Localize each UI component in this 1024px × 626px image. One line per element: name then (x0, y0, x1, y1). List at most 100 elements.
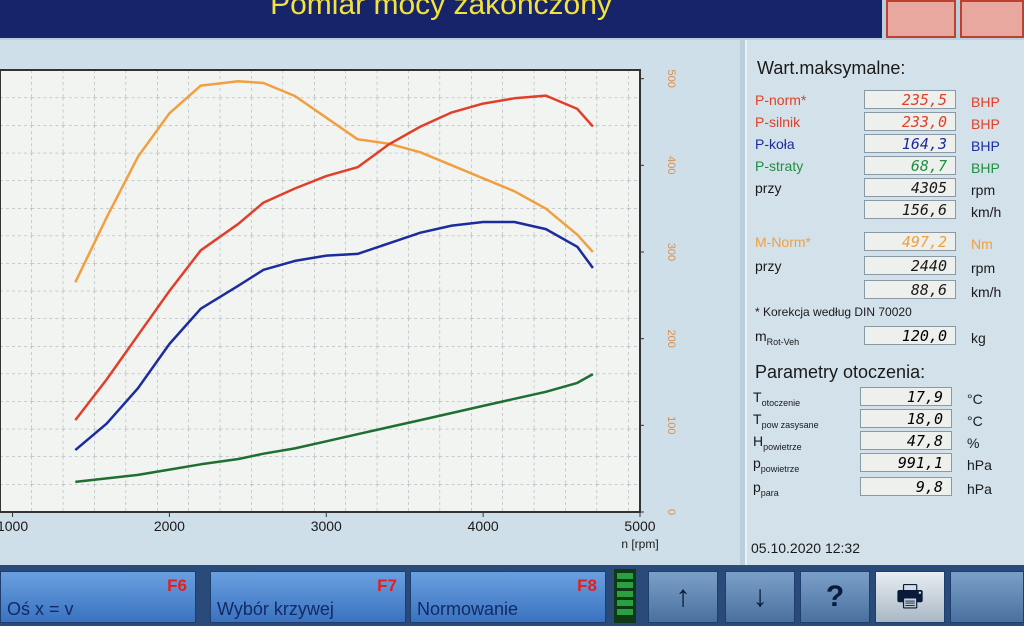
y2-tick-label: 400 (665, 156, 677, 174)
row-unit: rpm (971, 260, 996, 276)
mode-icon-button[interactable] (960, 0, 1024, 38)
row-value: 164,3 (864, 134, 956, 153)
env-symbol: p (753, 479, 761, 495)
env-label: Totoczenie (753, 389, 800, 408)
curve (74, 220, 594, 452)
env-subscript: para (760, 487, 779, 498)
row-label: P-norm* (755, 92, 807, 108)
car-icon-button[interactable] (886, 0, 956, 38)
env-subscript: powietrze (763, 441, 802, 452)
row-value: 235,5 (864, 90, 956, 109)
row-value: 156,6 (864, 200, 956, 219)
env-value: 47,8 (860, 431, 952, 450)
row-unit: BHP (971, 94, 1000, 110)
env-subscript: pow zasysane (761, 419, 819, 430)
row-value: 233,0 (864, 112, 956, 131)
row-label: przy (755, 258, 782, 274)
env-value: 991,1 (860, 453, 952, 472)
env-unit: hPa (967, 481, 992, 497)
row-unit: km/h (971, 284, 1002, 300)
row-unit: rpm (971, 182, 996, 198)
x-tick-label: 2000 (154, 518, 185, 534)
x-tick-label: 1000 (0, 518, 28, 534)
env-unit: % (967, 435, 980, 451)
env-subscript: powietrze (760, 463, 800, 474)
row-label: M-Norm* (755, 234, 811, 250)
mass-label: mRot-Veh (755, 328, 799, 347)
function-button[interactable]: Oś x = v F6 (0, 571, 196, 623)
row-unit: BHP (971, 116, 1000, 132)
exit-button[interactable] (950, 571, 1024, 623)
y2-tick-label: 500 (665, 69, 677, 87)
row-label: przy (755, 180, 782, 196)
button-label: Wybór krzywej (217, 599, 334, 619)
env-label: Tpow zasysane (753, 411, 819, 430)
mass-unit: kg (971, 330, 986, 346)
toolbar: ↑ ↓ ? 🖶 Oś x = v F6 Wybór krzywej F7 Normowa… (0, 565, 1024, 626)
function-button[interactable]: Wybór krzywej F7 (210, 571, 406, 623)
row-label: P-silnik (755, 114, 801, 130)
button-key: F6 (167, 576, 187, 595)
row-value: 2440 (864, 256, 956, 275)
row-unit: Nm (971, 236, 993, 252)
env-title: Parametry otoczenia: (755, 362, 926, 382)
arrow-up-button[interactable]: ↑ (648, 571, 718, 623)
function-button[interactable]: Normowanie F8 (410, 571, 606, 623)
env-value: 9,8 (860, 477, 952, 496)
plot-frame (0, 69, 641, 513)
y2-tick-label: 100 (665, 416, 677, 434)
note: * Korekcja według DIN 70020 (755, 305, 912, 319)
datetime: 05.10.2020 12:32 (751, 540, 860, 556)
help-button[interactable]: ? (800, 571, 870, 623)
chart-area: n [rpm] 1000 2000 3000 4000 5000 0 100 200 300 40… (0, 40, 740, 565)
y2-tick-label: 300 (665, 243, 677, 261)
curve (75, 373, 594, 484)
arrow-down-button[interactable]: ↓ (725, 571, 795, 623)
curve (74, 94, 594, 421)
x-tick-label: 5000 (624, 518, 655, 534)
row-unit: km/h (971, 204, 1002, 220)
row-value: 4305 (864, 178, 956, 197)
env-label: ppowietrze (753, 455, 799, 474)
mass-symbol: m (755, 328, 767, 344)
x-tick-label: 4000 (468, 518, 499, 534)
env-symbol: p (753, 455, 761, 471)
title-bar: Pomiar mocy zakończony (0, 0, 882, 38)
row-unit: BHP (971, 160, 1000, 176)
button-key: F8 (577, 576, 597, 595)
panel-title: Wart.maksymalne: (757, 58, 906, 78)
row-unit: BHP (971, 138, 1000, 154)
env-value: 17,9 (860, 387, 952, 406)
row-label: P-straty (755, 158, 804, 174)
env-symbol: T (753, 411, 762, 427)
y2-tick-label: 0 (665, 509, 677, 515)
env-symbol: H (753, 433, 764, 449)
button-label: Normowanie (417, 599, 519, 619)
env-symbol: T (753, 389, 762, 405)
button-key: F7 (377, 576, 397, 595)
chart: n [rpm] 1000 2000 3000 4000 5000 0 100 200 300 40… (0, 69, 677, 551)
mass-subscript: Rot-Veh (766, 336, 800, 347)
y2-tick-label: 200 (665, 329, 677, 347)
env-unit: hPa (967, 457, 992, 473)
x-tick-label: 3000 (311, 518, 342, 534)
x-axis-label: n [rpm] (621, 537, 658, 551)
env-label: ppara (753, 479, 779, 498)
env-subscript: otoczenie (761, 397, 801, 408)
button-label: Oś x = v (7, 599, 74, 619)
values-panel: Wart.maksymalne: * Korekcja według DIN 7… (745, 40, 1024, 565)
row-value: 497,2 (864, 232, 956, 251)
mass-value: 120,0 (864, 326, 956, 345)
row-value: 68,7 (864, 156, 956, 175)
title: Pomiar mocy zakończony (270, 0, 612, 21)
row-label: P-koła (755, 136, 795, 152)
minor-grid (0, 70, 640, 512)
curve (74, 80, 594, 283)
env-value: 18,0 (860, 409, 952, 428)
print-button[interactable]: 🖶 (875, 571, 945, 623)
status-indicator (614, 569, 636, 623)
env-unit: °C (967, 391, 983, 407)
env-label: Hpowietrze (753, 433, 802, 452)
env-unit: °C (967, 413, 983, 429)
